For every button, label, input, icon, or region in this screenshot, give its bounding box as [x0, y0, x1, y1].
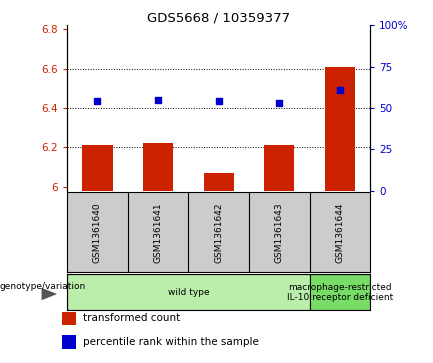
- Point: [276, 100, 283, 106]
- Text: percentile rank within the sample: percentile rank within the sample: [83, 337, 259, 347]
- Point: [94, 98, 101, 104]
- Text: transformed count: transformed count: [83, 313, 180, 323]
- Text: genotype/variation: genotype/variation: [0, 282, 86, 291]
- Point: [215, 98, 222, 104]
- Text: GSM1361643: GSM1361643: [275, 202, 284, 263]
- Bar: [325, 67, 355, 363]
- Bar: [264, 145, 294, 363]
- Text: macrophage-restricted
IL-10 receptor deficient: macrophage-restricted IL-10 receptor def…: [287, 282, 393, 302]
- Text: wild type: wild type: [168, 288, 209, 297]
- Text: GSM1361641: GSM1361641: [154, 202, 162, 263]
- Point: [336, 87, 343, 93]
- Title: GDS5668 / 10359377: GDS5668 / 10359377: [147, 11, 290, 24]
- Text: GSM1361644: GSM1361644: [336, 202, 344, 262]
- Bar: [143, 143, 173, 363]
- Bar: [67, 274, 310, 310]
- Bar: [62, 335, 76, 348]
- Polygon shape: [42, 288, 57, 300]
- Bar: [204, 173, 234, 363]
- Text: GSM1361642: GSM1361642: [214, 202, 223, 262]
- Bar: [62, 312, 76, 325]
- Point: [155, 97, 162, 103]
- Text: GSM1361640: GSM1361640: [93, 202, 102, 263]
- Bar: [82, 145, 113, 363]
- Bar: [310, 274, 370, 310]
